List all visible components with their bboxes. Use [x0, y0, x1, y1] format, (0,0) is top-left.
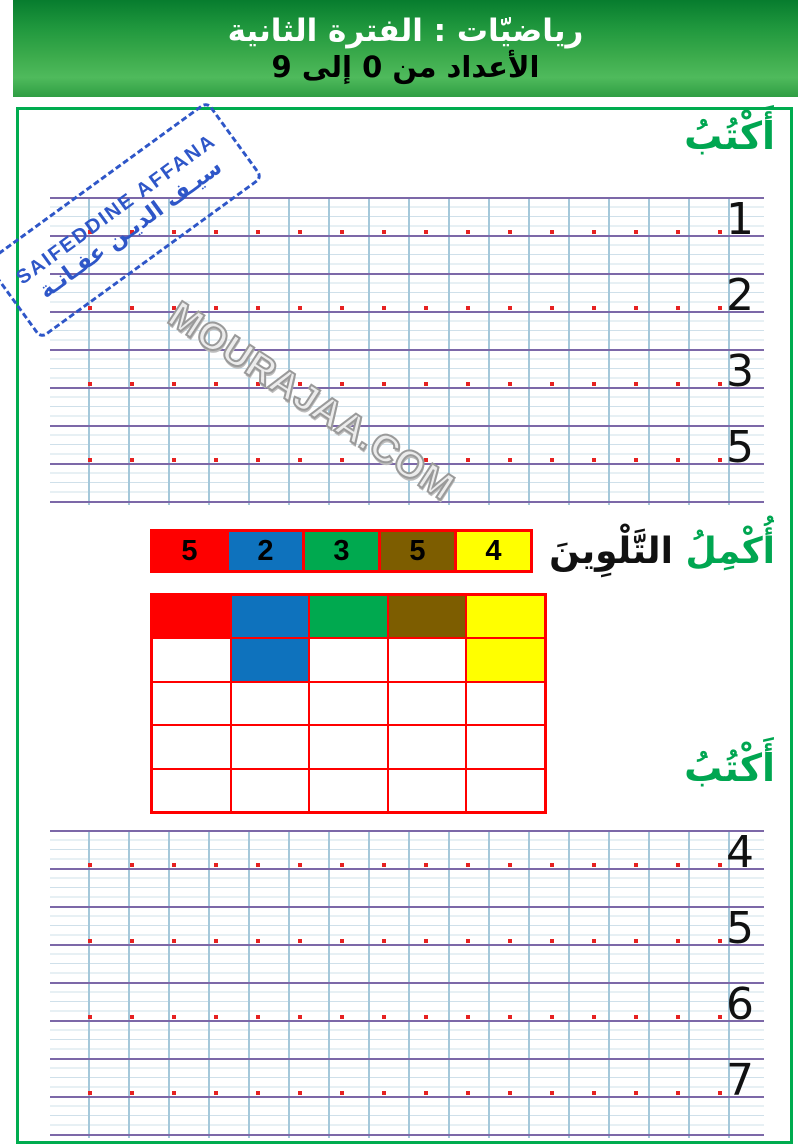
heading-write-top: أَكْتُبُ	[684, 114, 775, 158]
header-title-line2: الأعداد من 0 إلى 9	[271, 50, 540, 85]
coloring-cell-empty	[466, 725, 545, 769]
coloring-cell-yellow	[466, 638, 545, 682]
legend-cell-blue: 2	[226, 529, 305, 573]
writing-grid-bottom: 4 5 6 7	[50, 827, 764, 1138]
coloring-cell-empty	[152, 768, 231, 812]
coloring-cell-empty	[387, 725, 467, 769]
header-title-line1: رياضيّات : الفترة الثانية	[227, 12, 584, 49]
trace-dotted-line	[88, 1015, 748, 1019]
trace-digit: 1	[726, 194, 754, 245]
coloring-cell-green	[309, 595, 388, 639]
coloring-cell-empty	[230, 681, 310, 726]
coloring-cell-empty	[466, 681, 545, 726]
trace-digit: 4	[726, 827, 754, 878]
coloring-cell-empty	[152, 681, 231, 726]
coloring-cell-empty	[387, 681, 467, 726]
coloring-cell-brown	[387, 595, 467, 639]
trace-digit: 5	[726, 903, 754, 954]
trace-digit: 6	[726, 979, 754, 1030]
coloring-cell-blue	[230, 595, 310, 639]
coloring-grid	[150, 593, 547, 814]
coloring-cell-yellow	[466, 595, 545, 639]
trace-digit: 2	[726, 270, 754, 321]
coloring-cell-empty	[230, 768, 310, 812]
trace-digit: 5	[726, 422, 754, 473]
heading-write-bottom: أَكْتُبُ	[684, 746, 775, 790]
trace-dotted-line	[88, 230, 748, 234]
trace-dotted-line	[88, 1091, 748, 1095]
legend-cell-green: 3	[302, 529, 381, 573]
heading-coloring-noun: التَّلْوِينَ	[549, 531, 673, 572]
header-banner: رياضيّات : الفترة الثانية الأعداد من 0 إ…	[13, 0, 798, 97]
trace-dotted-line	[88, 382, 748, 386]
coloring-cell-empty	[152, 638, 231, 682]
trace-dotted-line	[88, 863, 748, 867]
coloring-cell-empty	[387, 768, 467, 812]
legend-cell-red: 5	[150, 529, 229, 573]
trace-digit: 7	[726, 1055, 754, 1106]
coloring-cell-blue	[230, 638, 310, 682]
coloring-cell-empty	[309, 725, 388, 769]
trace-dotted-line	[88, 458, 748, 462]
content-frame	[16, 107, 793, 1144]
writing-grid-top: 1 2 3 5	[50, 194, 764, 505]
coloring-cell-empty	[309, 681, 388, 726]
coloring-cell-empty	[230, 725, 310, 769]
trace-digit: 3	[726, 346, 754, 397]
coloring-cell-empty	[309, 768, 388, 812]
trace-dotted-line	[88, 939, 748, 943]
coloring-cell-empty	[152, 725, 231, 769]
coloring-cell-red	[152, 595, 231, 639]
coloring-cell-empty	[387, 638, 467, 682]
coloring-cell-empty	[466, 768, 545, 812]
heading-coloring-verb: أُكْمِلُ	[685, 531, 775, 572]
legend-cell-brown: 5	[378, 529, 457, 573]
heading-coloring: أُكْمِلُ التَّلْوِينَ	[549, 531, 775, 572]
coloring-cell-empty	[309, 638, 388, 682]
trace-dotted-line	[88, 306, 748, 310]
legend-cell-yellow: 4	[454, 529, 533, 573]
